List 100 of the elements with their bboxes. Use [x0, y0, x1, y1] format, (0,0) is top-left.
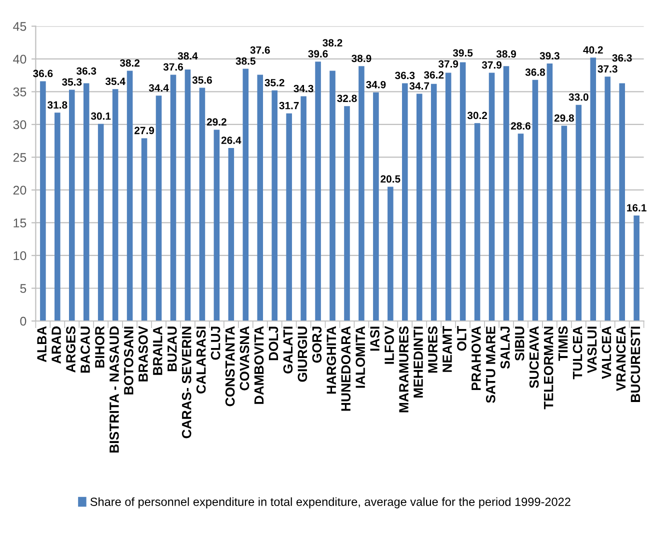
bar	[272, 90, 278, 321]
data-label: 36.3	[612, 54, 632, 62]
x-tick-label: BRASOV	[138, 326, 148, 382]
data-label: 35.4	[105, 78, 126, 86]
y-tick-label: 10	[14, 251, 26, 260]
x-tick-label: IALOMITA	[356, 326, 366, 388]
x-tick-label: SALAJ	[500, 326, 510, 369]
bar	[590, 58, 596, 321]
y-tick-label: 35	[13, 88, 26, 96]
bar	[358, 66, 364, 321]
bar	[474, 123, 480, 321]
data-label: 31.8	[48, 101, 68, 109]
x-tick-label: ALBA	[37, 326, 46, 362]
data-label: 16.1	[627, 204, 646, 212]
x-tick-label: BIHOR	[95, 326, 104, 368]
data-label: 33.0	[568, 93, 588, 101]
data-label: 39.3	[540, 52, 560, 60]
x-tick-label: TULCEA	[572, 326, 582, 380]
x-tick-label: HARGHITA	[326, 326, 336, 394]
x-tick-label: VASLUI	[587, 326, 597, 374]
bar	[373, 92, 379, 321]
x-tick-label: HUNEDOARA	[341, 326, 351, 411]
data-label: 34.9	[366, 80, 386, 88]
data-label: 36.2	[424, 71, 444, 79]
data-label: 34.3	[294, 84, 314, 92]
data-label: 39.5	[452, 49, 473, 57]
bar	[416, 94, 422, 321]
bar	[199, 88, 206, 321]
bar	[518, 134, 524, 321]
x-tick-label: DAMBOVITA	[254, 326, 264, 404]
x-tick-label: BACAU	[80, 326, 90, 373]
x-tick-label: TIMIS	[558, 326, 568, 361]
x-tick-label: MEHEDINTI	[414, 326, 423, 398]
bar	[402, 83, 408, 321]
x-tick-label: ILFOV	[384, 326, 394, 364]
data-label: 35.6	[192, 76, 212, 84]
x-tick-label: COVASNA	[240, 326, 250, 390]
x-tick-label: MURES	[428, 326, 438, 373]
data-label: 38.2	[322, 39, 342, 47]
data-label: 29.8	[554, 114, 574, 122]
data-label: 37.9	[482, 61, 502, 69]
bar	[344, 106, 350, 321]
data-label: 36.6	[33, 70, 53, 78]
x-tick-label: ARGES	[66, 326, 76, 372]
bar	[604, 76, 611, 321]
x-tick-label: MARAMURES	[399, 326, 408, 412]
data-label: 36.3	[395, 72, 415, 80]
y-tick-label: 25	[13, 153, 26, 162]
x-tick-label: CONSTANTA	[225, 326, 235, 406]
data-label: 30.2	[467, 112, 488, 120]
x-tick-label: IASI	[370, 326, 380, 351]
bar	[315, 62, 321, 321]
bar	[54, 112, 60, 321]
x-tick-label: GIURGIU	[298, 326, 308, 382]
bar	[98, 124, 104, 321]
x-tick-label: CARAS- SEVERIN	[182, 326, 192, 438]
data-label: 39.6	[308, 50, 328, 58]
y-tick-label: 15	[14, 218, 26, 228]
bar	[546, 64, 553, 321]
data-label: 35.3	[62, 78, 82, 86]
y-tick-label: 5	[20, 284, 26, 293]
data-label: 29.2	[206, 118, 226, 126]
bar	[300, 96, 306, 321]
bar	[286, 113, 292, 321]
bar	[184, 69, 191, 321]
bar	[503, 66, 510, 321]
x-tick-label: BOTOSANI	[124, 326, 134, 394]
data-label: 38.5	[236, 57, 256, 65]
y-tick-label: 0	[20, 316, 26, 326]
data-label: 36.3	[76, 67, 96, 75]
data-label: 31.7	[279, 102, 299, 110]
x-tick-label: BUCURESTI	[630, 326, 640, 402]
x-tick-label: SUCEAVA	[529, 326, 539, 388]
data-label: 38.2	[120, 59, 140, 67]
legend-label: Share of personnel expenditure in total expenditure, average value for the period 1999-2022	[90, 497, 570, 508]
bar	[156, 96, 162, 321]
x-tick-label: GORJ	[312, 326, 322, 363]
x-tick-label: TELEORMAN	[544, 326, 554, 410]
data-label: 37.9	[438, 60, 458, 68]
bar	[532, 80, 538, 321]
bar	[330, 70, 336, 321]
data-label: 36.8	[525, 68, 546, 76]
x-tick-label: VRANCEA	[616, 326, 626, 392]
data-label: 27.9	[134, 126, 154, 134]
x-tick-label: DOLJ	[268, 326, 278, 360]
bar	[460, 62, 466, 321]
bar	[83, 83, 90, 321]
x-tick-label: GALATI	[283, 326, 293, 374]
bar	[561, 126, 568, 321]
data-label: 38.4	[178, 52, 198, 60]
data-label: 30.1	[90, 112, 111, 120]
data-label: 34.7	[409, 82, 430, 90]
x-tick-label: ARAD	[52, 326, 61, 364]
bar	[141, 138, 148, 321]
x-tick-label: SATU MARE	[486, 326, 496, 403]
bar	[214, 130, 220, 321]
y-tick-label: 30	[13, 120, 26, 130]
bar	[430, 84, 437, 321]
x-tick-label: CLUJ	[210, 326, 220, 360]
y-tick-label: 40	[13, 54, 26, 64]
